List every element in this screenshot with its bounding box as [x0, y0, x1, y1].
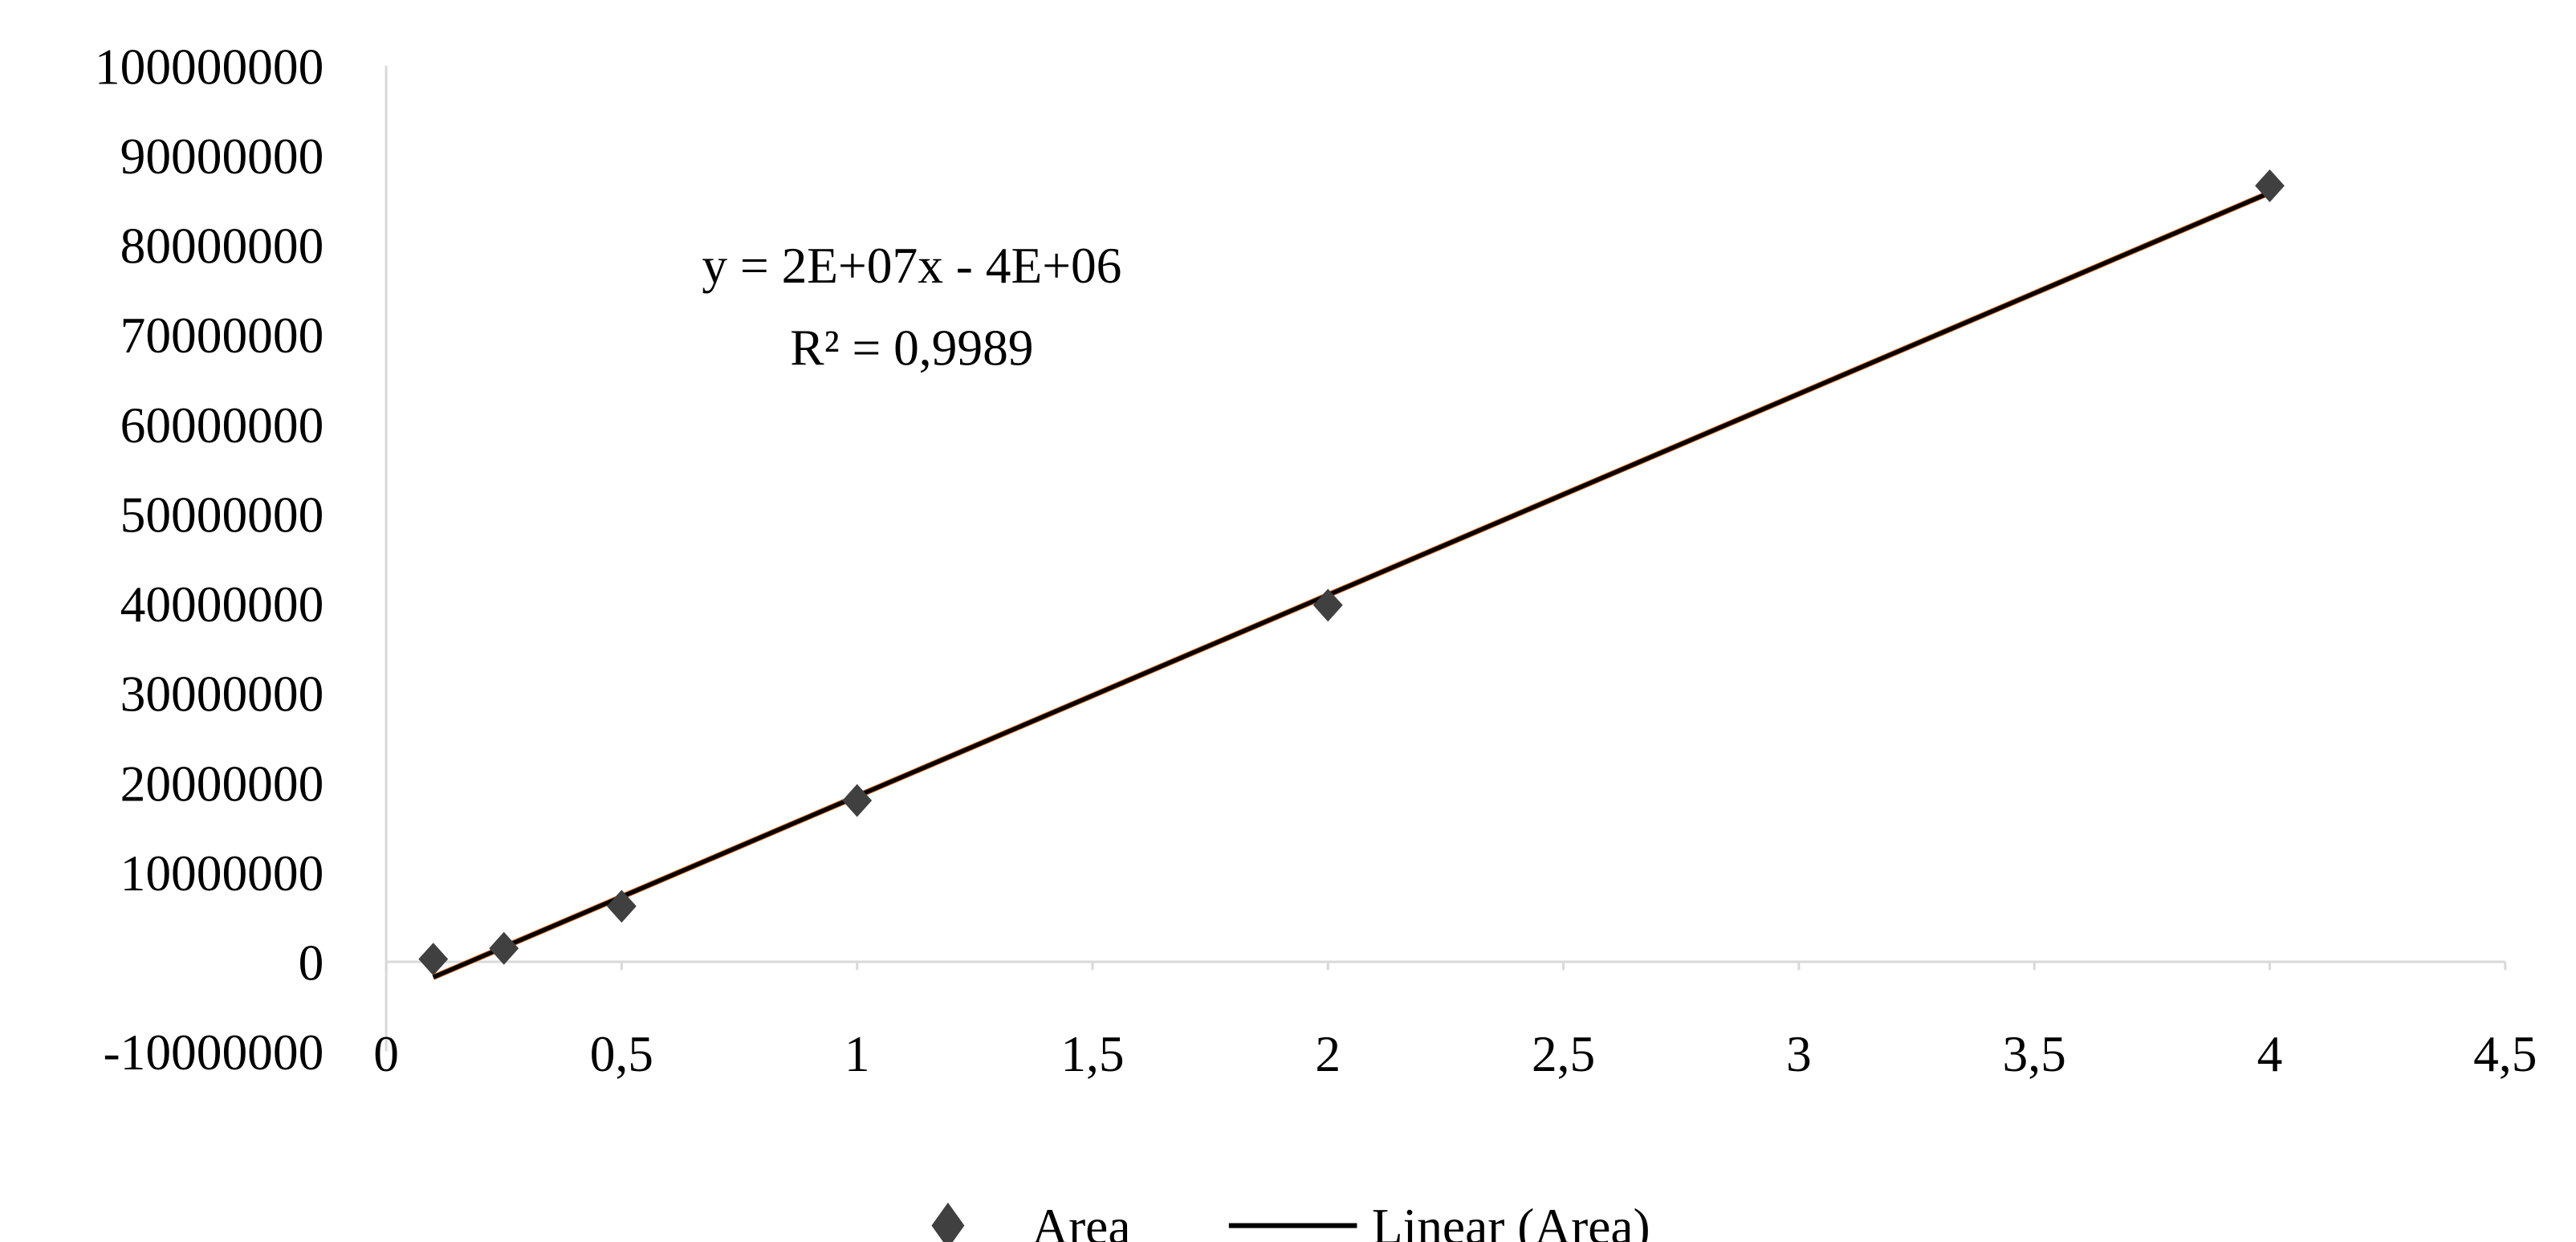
- x-tick-label: 4,5: [2473, 1025, 2537, 1082]
- axes: [385, 65, 2505, 1052]
- data-point: [418, 943, 449, 976]
- trendline-layer: [432, 189, 2271, 980]
- data-point: [489, 931, 519, 965]
- y-tick-label: 10000000: [120, 845, 324, 902]
- data-point: [606, 890, 637, 923]
- y-tick-label: 20000000: [120, 755, 324, 812]
- y-tick-label: -10000000: [104, 1024, 324, 1081]
- trendline-equation: y = 2E+07x - 4E+06: [702, 237, 1121, 294]
- x-tick-label: 3: [1786, 1025, 1812, 1082]
- x-tick-label: 0,5: [590, 1025, 653, 1082]
- x-tick-label: 1,5: [1060, 1025, 1124, 1082]
- x-tick-label: 3,5: [2003, 1025, 2066, 1082]
- legend: Area Linear (Area): [931, 1198, 1650, 1242]
- x-tick-label: 2: [1315, 1025, 1341, 1082]
- x-tick-label: 1: [844, 1025, 870, 1082]
- legend-marker-area: [931, 1202, 965, 1242]
- x-tick-label: 0: [373, 1025, 399, 1082]
- data-point: [842, 784, 873, 817]
- y-tick-label: 30000000: [120, 666, 324, 723]
- x-axis-ticks: 0 0,5 1 1,5 2 2,5 3 3,5 4 4,5: [373, 962, 2537, 1082]
- y-tick-label: 0: [299, 935, 324, 992]
- trendline-r-squared: R² = 0,9989: [790, 319, 1033, 376]
- x-tick-label: 4: [2257, 1025, 2283, 1082]
- y-tick-label: 80000000: [120, 218, 324, 275]
- y-tick-label: 90000000: [120, 128, 324, 185]
- y-tick-label: 70000000: [120, 307, 324, 364]
- data-point: [2255, 169, 2285, 202]
- y-axis-ticks: -10000000 0 10000000 20000000 30000000 400000…: [95, 38, 324, 1081]
- y-tick-label: 40000000: [120, 576, 324, 633]
- legend-label-linear: Linear (Area): [1372, 1198, 1650, 1242]
- y-tick-label: 60000000: [120, 397, 324, 454]
- y-tick-label: 50000000: [120, 486, 324, 543]
- data-point: [1312, 588, 1343, 622]
- trendline: [432, 190, 2271, 979]
- data-points: [418, 169, 2285, 976]
- y-tick-label: 100000000: [95, 38, 324, 95]
- x-tick-label: 2,5: [1532, 1025, 1595, 1082]
- legend-label-area: Area: [1032, 1198, 1130, 1242]
